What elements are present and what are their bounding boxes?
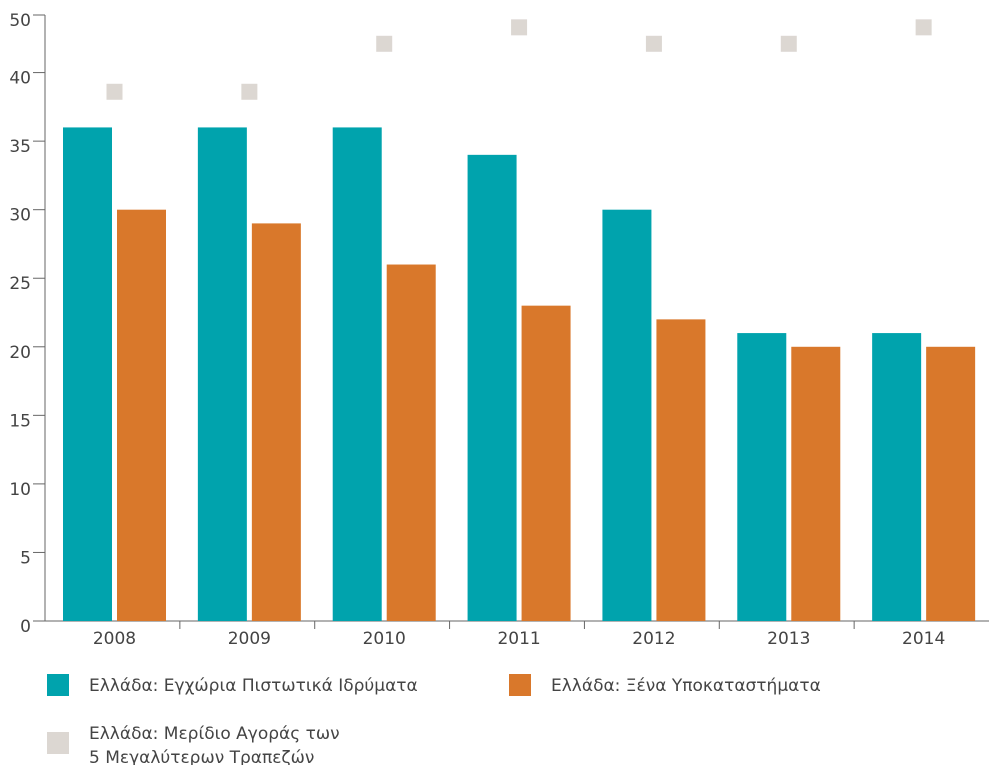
legend-label: Ελλάδα: Μερίδιο Αγοράς των 5 Μεγαλύτερων… — [89, 724, 340, 765]
marker — [106, 83, 123, 100]
bar — [63, 127, 112, 621]
legend-item: Ελλάδα: Εγχώρια Πιστωτικά Ιδρύματα — [47, 674, 467, 698]
y-tick-label: 10 — [9, 480, 31, 500]
x-tick-label: 2013 — [767, 629, 810, 649]
legend-item: Ελλάδα: Μερίδιο Αγοράς των 5 Μεγαλύτερων… — [47, 722, 347, 765]
x-tick-label: 2011 — [497, 629, 540, 649]
marker — [780, 35, 797, 52]
bar — [737, 333, 787, 621]
legend-label: Ελλάδα: Ξένα Υποκαταστήματα — [551, 676, 821, 696]
x-tick-label: 2009 — [228, 629, 271, 649]
x-tick-label: 2014 — [902, 629, 945, 649]
bar — [251, 223, 301, 621]
chart: 0 5 10 15 20 25 30 35 40 50 2008 2009 2010 2011 2012 20… — [9, 11, 989, 649]
legend-label: Ελλάδα: Εγχώρια Πιστωτικά Ιδρύματα — [89, 676, 418, 696]
y-tick-label: 30 — [9, 206, 31, 226]
marker — [915, 19, 932, 36]
legend-swatch — [47, 674, 69, 696]
x-tick-label: 2010 — [363, 629, 406, 649]
bar — [521, 305, 571, 621]
legend-swatch — [509, 674, 531, 696]
bar — [602, 209, 652, 621]
bar — [656, 319, 706, 621]
y-tick-label: 15 — [9, 411, 31, 431]
legend-swatch — [47, 732, 69, 754]
y-tick-label: 25 — [9, 274, 31, 294]
bar — [791, 346, 841, 621]
y-tick-label: 20 — [9, 343, 31, 363]
bar — [386, 264, 436, 621]
y-tick-label: 40 — [9, 69, 31, 89]
marker — [376, 35, 393, 52]
x-tick-label: 2008 — [93, 629, 136, 649]
bar — [117, 209, 166, 621]
bar — [332, 127, 382, 621]
bar — [872, 333, 922, 621]
y-tick-label: 50 — [9, 11, 31, 31]
bar — [197, 127, 247, 621]
y-tick-label: 35 — [9, 137, 31, 157]
marker — [241, 83, 258, 100]
y-tick-label: 0 — [20, 617, 31, 637]
marker — [645, 35, 662, 52]
legend-item: Ελλάδα: Ξένα Υποκαταστήματα — [509, 674, 909, 698]
y-tick-label: 5 — [20, 548, 31, 568]
bar — [926, 346, 976, 621]
bar — [467, 154, 517, 621]
marker — [511, 19, 528, 36]
x-tick-label: 2012 — [632, 629, 675, 649]
